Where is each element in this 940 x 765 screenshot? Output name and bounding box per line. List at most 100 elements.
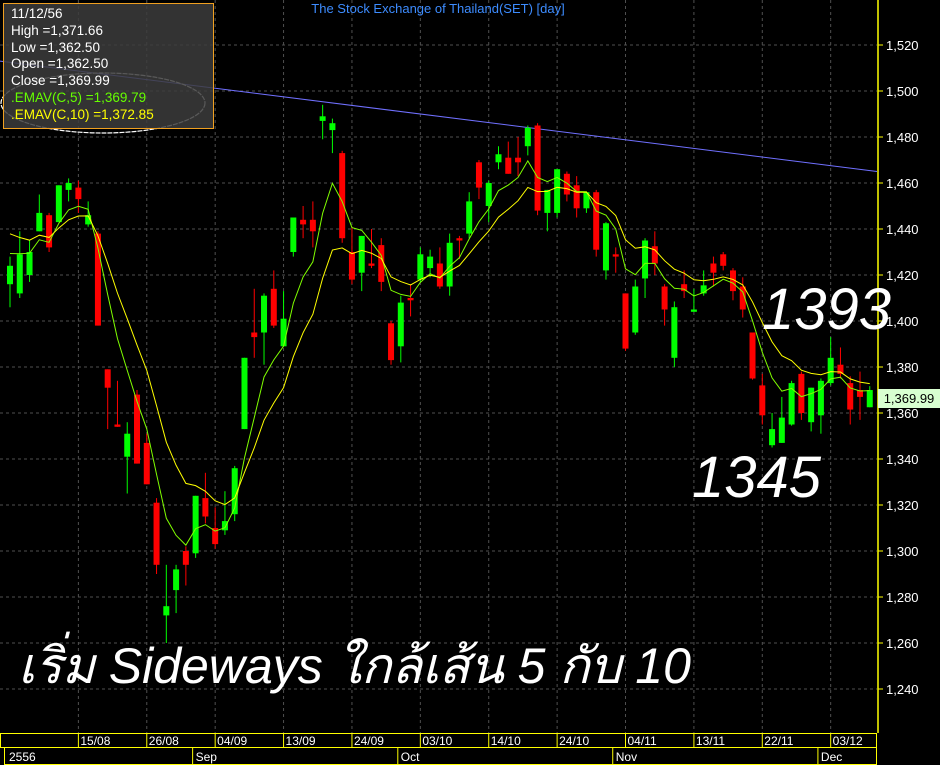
annotation-caption: เริ่ม Sideways ใกล้เส้น 5 กับ 10	[18, 638, 691, 694]
candle-down	[593, 192, 600, 250]
candle-up	[671, 307, 678, 358]
candle-down	[573, 185, 580, 209]
candle-down	[134, 394, 141, 464]
x-axis: 15/08 26/08 04/09 13/09 24/09 03/10 14/10 24/10…	[0, 733, 877, 765]
candle-down	[251, 332, 258, 338]
candle-up	[700, 285, 707, 294]
candle-up	[26, 252, 33, 275]
candle-up	[7, 265, 13, 285]
candle-down	[388, 323, 395, 361]
x-tick-label: 03/10	[422, 734, 452, 748]
info-ema5: .EMAV(C,5) =1,369.79	[11, 89, 147, 105]
candle-up	[358, 235, 365, 273]
x-tick-label: 24/10	[559, 734, 589, 748]
y-tick-label: 1,360	[886, 406, 919, 421]
x-tick-label: 13/11	[696, 734, 725, 748]
y-tick-label: 1,320	[886, 498, 919, 513]
candle-down	[661, 286, 668, 310]
x-tick-label: 04/09	[217, 734, 247, 748]
y-tick-label: 1,240	[886, 682, 919, 697]
candle-down	[720, 254, 727, 266]
candle-up	[778, 417, 785, 443]
info-box: 11/12/56 High =1,371.66 Low =1,362.50 Op…	[3, 3, 214, 129]
candle-down	[300, 219, 307, 225]
y-axis: 1,240 1,260 1,280 1,300 1,320 1,340 1,360 1,380…	[877, 0, 919, 733]
info-date: 11/12/56	[11, 6, 63, 21]
candle-down	[837, 364, 844, 374]
x-tick-label: 14/10	[491, 734, 521, 748]
month-label: Nov	[616, 750, 637, 764]
y-tick-label: 1,460	[886, 176, 919, 191]
candle-down	[407, 298, 414, 301]
info-close: Close =1,369.99	[11, 73, 110, 89]
candle-up	[192, 495, 199, 554]
y-tick-label: 1,440	[886, 222, 919, 237]
candle-down	[612, 254, 619, 257]
candle-down	[212, 528, 219, 545]
candle-down	[75, 187, 82, 200]
month-label: Sep	[196, 750, 218, 764]
candle-up	[231, 468, 238, 515]
candle-down	[46, 215, 53, 248]
x-tick-label: 13/09	[286, 734, 316, 748]
ema-5-line	[9, 159, 870, 546]
candle-down	[378, 245, 385, 282]
candle-down	[749, 332, 756, 379]
x-tick-label: 24/09	[354, 734, 384, 748]
candle-up	[602, 223, 609, 271]
candle-up	[495, 154, 502, 163]
candle-down	[534, 125, 541, 211]
candle-up	[417, 254, 424, 280]
candle-down	[309, 219, 316, 232]
candle-up	[632, 286, 639, 333]
candle-up	[261, 295, 268, 333]
candle-up	[55, 185, 62, 223]
candle-up	[466, 201, 473, 234]
candle-down	[651, 246, 658, 264]
candle-up	[554, 169, 561, 213]
x-tick-label: 22/11	[764, 734, 793, 748]
month-label: Dec	[821, 750, 842, 764]
candle-up	[827, 357, 834, 384]
candle-down	[348, 252, 355, 280]
candle-down	[153, 502, 160, 565]
last-price-label: 1,369.99	[878, 389, 940, 408]
candle-down	[847, 383, 854, 410]
candle-up	[85, 215, 92, 225]
annotation-1393: 1393	[762, 277, 892, 342]
y-tick-label: 1,520	[886, 38, 919, 53]
candle-up	[817, 380, 824, 416]
x-tick-label: 15/08	[80, 734, 110, 748]
candle-down	[681, 284, 688, 292]
ema-10-line	[9, 186, 870, 506]
y-tick-label: 1,400	[886, 314, 919, 329]
info-low: Low =1,362.50	[11, 39, 100, 55]
candle-down	[202, 498, 209, 517]
candle-up	[446, 242, 453, 287]
candle-down	[436, 263, 443, 287]
candle-down	[104, 369, 111, 388]
candle-up	[642, 240, 649, 279]
candle-down	[622, 293, 629, 349]
candle-up	[788, 383, 795, 425]
candle-up	[36, 212, 43, 232]
candle-up	[485, 183, 492, 206]
candle-up	[866, 390, 873, 408]
y-tick-label: 1,340	[886, 452, 919, 467]
candle-up	[65, 183, 72, 190]
candle-up	[280, 318, 287, 347]
candle-down	[182, 551, 189, 565]
y-tick-label: 1,420	[886, 268, 919, 283]
month-label: 2556	[9, 750, 36, 764]
candle-down	[729, 270, 736, 292]
y-tick-label: 1,260	[886, 636, 919, 651]
y-tick-label: 1,300	[886, 544, 919, 559]
candle-down	[739, 286, 746, 310]
x-tick-label: 03/12	[833, 734, 863, 748]
y-tick-label: 1,380	[886, 360, 919, 375]
candle-up	[319, 116, 326, 121]
annotation-1345: 1345	[692, 445, 822, 510]
candle-down	[515, 157, 522, 163]
candle-up	[769, 429, 776, 446]
